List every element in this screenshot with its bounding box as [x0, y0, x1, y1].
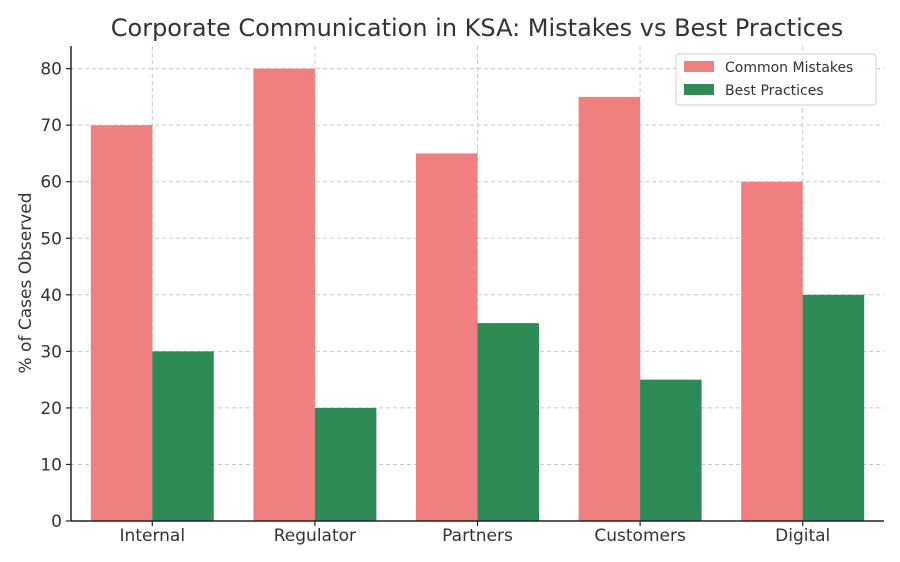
y-tick-label: 30: [40, 342, 62, 362]
bars: [90, 68, 865, 522]
legend: Common Mistakes Best Practices: [675, 53, 877, 106]
y-axis-label: % of Cases Observed: [16, 193, 36, 374]
bar-common-mistakes: [578, 96, 641, 522]
legend-label-best-practices: Best Practices: [725, 83, 824, 99]
y-tick-label: 10: [40, 455, 62, 475]
x-tick-label: Regulator: [274, 526, 356, 546]
y-tick-label: 0: [51, 512, 62, 532]
x-tick-label: Internal: [120, 526, 186, 546]
y-ticks: 0 10 20 30 40 50 60 70 80: [40, 60, 71, 532]
y-tick-label: 40: [40, 286, 62, 306]
bar-common-mistakes: [416, 153, 478, 521]
legend-swatch-common-mistakes: [684, 61, 714, 72]
x-tick-label: Partners: [442, 526, 513, 546]
bar-best-practices: [802, 294, 865, 521]
bar-best-practices: [640, 379, 702, 521]
legend-label-common-mistakes: Common Mistakes: [725, 60, 853, 76]
x-tick-label: Digital: [775, 526, 830, 546]
y-tick-label: 20: [40, 399, 62, 419]
bar-best-practices: [477, 323, 539, 521]
bar-common-mistakes: [90, 125, 153, 522]
y-tick-label: 50: [40, 229, 62, 249]
y-tick-label: 80: [40, 60, 62, 80]
x-ticks: Internal Regulator Partners Customers Digita…: [120, 521, 830, 546]
chart-title: Corporate Communication in KSA: Mistakes…: [111, 14, 843, 42]
bar-best-practices: [152, 351, 214, 521]
legend-box: [675, 53, 877, 106]
bar-common-mistakes: [741, 181, 803, 521]
x-tick-label: Customers: [594, 526, 686, 546]
y-tick-label: 60: [40, 173, 62, 193]
bar-common-mistakes: [253, 68, 315, 521]
legend-swatch-best-practices: [684, 84, 714, 95]
y-tick-label: 70: [40, 116, 62, 136]
bar-best-practices: [314, 407, 377, 521]
